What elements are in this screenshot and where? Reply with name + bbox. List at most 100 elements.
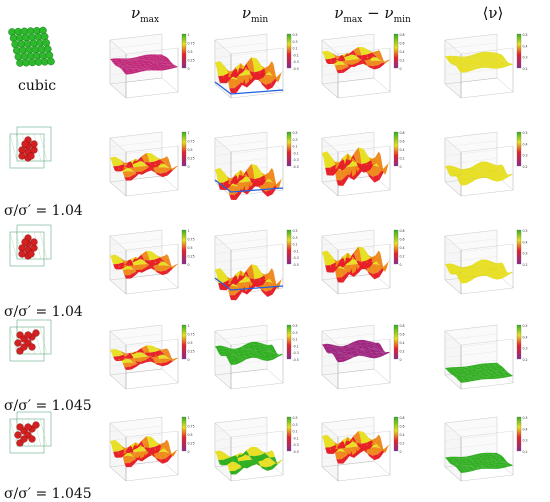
colorbar-tick: 0.3 xyxy=(293,40,298,44)
colorbar-tick: 0.2 xyxy=(523,165,528,169)
col-header-nu-diff: νmax − νmin xyxy=(334,4,411,25)
structure-thumbnail-0 xyxy=(8,26,55,67)
colorbar-tick: 0 xyxy=(400,358,402,362)
row-label-4: σ/σ′ = 1.045 xyxy=(4,486,92,502)
colorbar-tick: 0.3 xyxy=(523,56,528,60)
colorbar-tick: -0.1 xyxy=(293,249,299,253)
panel-nu-avg-3: 0.5 0.4 0.3 0.2 xyxy=(444,324,528,390)
colorbar-tick: 0.4 xyxy=(523,240,528,244)
row-label-1: σ/σ′ = 1.04 xyxy=(4,203,83,219)
colorbar-tick: 0.8 xyxy=(400,229,405,233)
colorbar-tick: 0.6 xyxy=(400,140,405,144)
colorbar-tick: 0.5 xyxy=(293,229,298,233)
panel-nu-diff-1: 0.8 0.6 0.4 0.2 0 xyxy=(321,131,405,197)
colorbar-tick: 0.75 xyxy=(188,238,195,242)
colorbar-tick: 0.5 xyxy=(523,416,528,420)
colorbar-tick: 0.75 xyxy=(188,425,195,429)
colorbar-tick: 0 xyxy=(400,450,402,454)
colorbar-tick: 0.5 xyxy=(188,50,193,54)
colorbar-tick: 0.25 xyxy=(188,157,195,161)
colorbar-tick: 0.5 xyxy=(188,433,193,437)
colorbar-tick: 0 xyxy=(188,165,190,169)
colorbar-tick: -0.1 xyxy=(293,151,299,155)
colorbar-tick: 0.8 xyxy=(400,33,405,37)
colorbar-tick: 0.2 xyxy=(400,350,405,354)
panel-nu-max-0: 1 0.75 0.5 0.25 0 xyxy=(109,33,195,99)
colorbar-tick: -0.5 xyxy=(293,165,299,169)
colorbar-tick: 0.5 xyxy=(523,131,528,135)
colorbar-tick: 0.2 xyxy=(523,358,528,362)
colorbar-tick: -0.1 xyxy=(293,344,299,348)
colorbar-tick: 0.1 xyxy=(293,243,298,247)
colorbar-tick: 0.2 xyxy=(523,450,528,454)
colorbar-tick: 0.2 xyxy=(523,263,528,267)
colorbar-tick: 0.3 xyxy=(293,331,298,335)
colorbar-tick: 0.5 xyxy=(188,148,193,152)
colorbar-tick: 0.5 xyxy=(293,33,298,37)
colorbar-tick: -0.1 xyxy=(293,53,299,57)
panel-nu-diff-0: 0.8 0.6 0.4 0.2 0 xyxy=(321,33,405,99)
colorbar-tick: 0.8 xyxy=(400,131,405,135)
col-header-nu-min: νmin xyxy=(241,4,269,25)
colorbar-tick: 0.6 xyxy=(400,333,405,337)
colorbar-tick: 0.2 xyxy=(400,255,405,259)
colorbar-tick: 0.1 xyxy=(293,430,298,434)
colorbar-tick: 0.25 xyxy=(188,442,195,446)
colorbar-tick: 0 xyxy=(188,67,190,71)
panel-nu-max-4: 1 0.75 0.5 0.25 0 xyxy=(109,416,195,482)
colorbar-tick: 0.75 xyxy=(188,333,195,337)
colorbar-tick: -0.5 xyxy=(293,263,299,267)
colorbar-tick: -0.3 xyxy=(293,158,299,162)
colorbar-tick: 0.5 xyxy=(293,131,298,135)
panel-nu-diff-2: 0.8 0.6 0.4 0.2 0 xyxy=(321,229,405,295)
panel-nu-diff-3: 0.8 0.6 0.4 0.2 0 xyxy=(321,324,405,390)
panel-nu-avg-0: 0.5 0.4 0.3 0.2 xyxy=(444,33,528,99)
colorbar-tick: 0.3 xyxy=(523,154,528,158)
colorbar-tick: 0.4 xyxy=(523,142,528,146)
colorbar-tick: 0.75 xyxy=(188,140,195,144)
panel-nu-max-1: 1 0.75 0.5 0.25 0 xyxy=(109,131,195,197)
colorbar-tick: 0.8 xyxy=(400,324,405,328)
colorbar-tick: -0.3 xyxy=(293,351,299,355)
colorbar-tick: 0.5 xyxy=(188,246,193,250)
col-header-nu-max: νmax xyxy=(130,4,160,25)
colorbar-tick: 0.3 xyxy=(293,236,298,240)
panel-nu-avg-4: 0.5 0.4 0.3 0.2 xyxy=(444,416,528,482)
colorbar-tick: 0.4 xyxy=(523,335,528,339)
panel-nu-avg-2: 0.5 0.4 0.3 0.2 xyxy=(444,229,528,295)
colorbar-tick: 0.1 xyxy=(293,47,298,51)
colorbar-tick: 0.3 xyxy=(523,252,528,256)
colorbar-tick: 0.6 xyxy=(400,238,405,242)
colorbar-tick: 0.5 xyxy=(523,324,528,328)
colorbar-tick: 0.4 xyxy=(400,50,405,54)
colorbar-tick: 0.4 xyxy=(523,44,528,48)
structure-thumbnail-1 xyxy=(9,126,52,169)
colorbar-tick: -0.3 xyxy=(293,443,299,447)
colorbar-tick: 0.4 xyxy=(400,148,405,152)
colorbar-tick: 0.4 xyxy=(523,427,528,431)
structure-thumbnail-4 xyxy=(9,411,52,454)
panel-nu-avg-1: 0.5 0.4 0.3 0.2 xyxy=(444,131,528,197)
colorbar-tick: 0.1 xyxy=(293,145,298,149)
colorbar-tick: 1 xyxy=(188,416,190,420)
colorbar-tick: 0.3 xyxy=(293,138,298,142)
colorbar-tick: 0 xyxy=(188,450,190,454)
panel-nu-max-3: 1 0.75 0.5 0.25 0 xyxy=(109,324,195,390)
colorbar-tick: 0.3 xyxy=(293,423,298,427)
colorbar-tick: 0.5 xyxy=(523,33,528,37)
panel-nu-diff-4: 0.8 0.6 0.4 0.2 0 xyxy=(321,416,405,482)
colorbar-tick: 0.25 xyxy=(188,350,195,354)
colorbar-tick: 0.2 xyxy=(400,157,405,161)
colorbar-tick: 0.3 xyxy=(523,439,528,443)
row-label-cubic: cubic xyxy=(18,78,57,94)
colorbar-tick: 0 xyxy=(400,67,402,71)
colorbar-tick: 0.5 xyxy=(293,416,298,420)
row-label-3: σ/σ′ = 1.045 xyxy=(4,398,92,414)
colorbar-tick: 0.2 xyxy=(400,59,405,63)
colorbar-tick: 0.4 xyxy=(400,341,405,345)
colorbar-tick: 0.5 xyxy=(523,229,528,233)
colorbar-tick: 0.4 xyxy=(400,246,405,250)
colorbar-tick: 0.1 xyxy=(293,338,298,342)
